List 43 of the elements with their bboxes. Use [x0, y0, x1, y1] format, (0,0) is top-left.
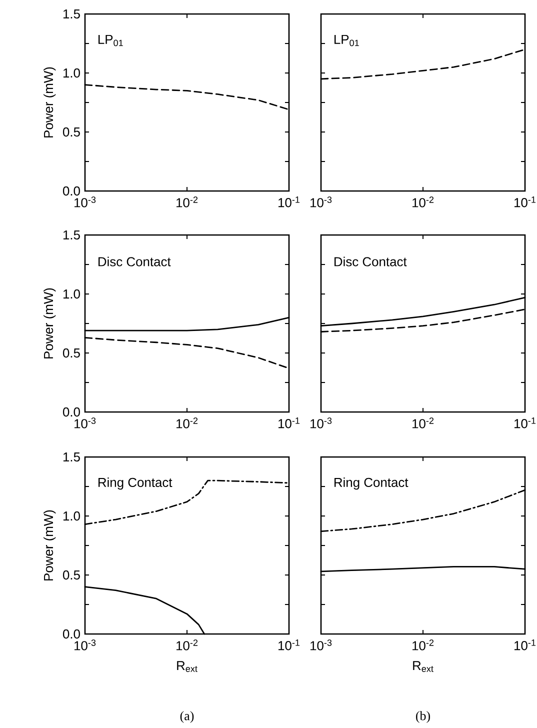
x-tick-label: 10$^{-3}$: [74, 418, 96, 428]
x-axis-title: R$_{ext}$: [177, 661, 198, 672]
y-tick-label: 0.5: [62, 127, 80, 137]
y-axis-title: Power (mW): [44, 510, 56, 580]
y-tick-label: 1.5: [63, 9, 80, 19]
y-tick-label: 0.0: [62, 186, 80, 196]
x-tick-label: 10$^{-3}$: [74, 196, 96, 208]
x-tick-label: 10$^{-1}$: [278, 196, 300, 208]
x-tick-label: 10$^{-3}$: [310, 418, 332, 428]
x-tick-label: 10$^{-1}$: [514, 640, 536, 650]
x-tick-label: 10$^{-2}$: [412, 418, 434, 428]
y-tick-label: 0.5: [62, 348, 80, 358]
text: (b): [416, 711, 430, 723]
x-tick-label: 10$^{-3}$: [310, 196, 332, 208]
y-tick-label: 1.0: [63, 68, 80, 78]
annotation: LP$_{01}$: [334, 34, 359, 46]
y-tick-label: 0.0: [62, 629, 80, 639]
y-axis-title: Power (mW): [44, 67, 56, 138]
x-tick-label: 10$^{-2}$: [412, 196, 434, 208]
y-tick-label: 0.5: [62, 570, 80, 580]
x-tick-label: 10$^{-1}$: [514, 418, 536, 428]
x-tick-label: 10$^{-2}$: [176, 418, 198, 428]
x-tick-label: 10$^{-3}$: [74, 640, 96, 650]
x-tick-label: 10$^{-3}$: [310, 640, 332, 650]
y-tick-label: 1.0: [63, 511, 80, 521]
x-tick-label: 10$^{-1}$: [278, 418, 300, 428]
text: (a): [180, 711, 194, 723]
y-tick-label: 1.5: [63, 452, 80, 462]
annotation: LP$_{01}$: [98, 34, 123, 46]
y-tick-label: 1.5: [63, 230, 80, 240]
y-tick-label: 0.0: [62, 407, 80, 417]
annotation: Disc Contact: [98, 256, 171, 266]
x-tick-label: 10$^{-2}$: [412, 640, 434, 650]
x-tick-label: 10$^{-2}$: [176, 640, 198, 650]
y-axis-title: Power (mW): [44, 288, 56, 358]
annotation: Ring Contact: [98, 478, 172, 490]
annotation: Ring Contact: [334, 478, 408, 490]
x-axis-title: R$_{ext}$: [413, 661, 434, 672]
x-tick-label: 10$^{-1}$: [278, 640, 300, 650]
x-tick-label: 10$^{-1}$: [514, 196, 536, 208]
annotation: Disc Contact: [334, 256, 407, 266]
y-tick-label: 1.0: [63, 289, 80, 299]
x-tick-label: 10$^{-2}$: [176, 196, 198, 208]
